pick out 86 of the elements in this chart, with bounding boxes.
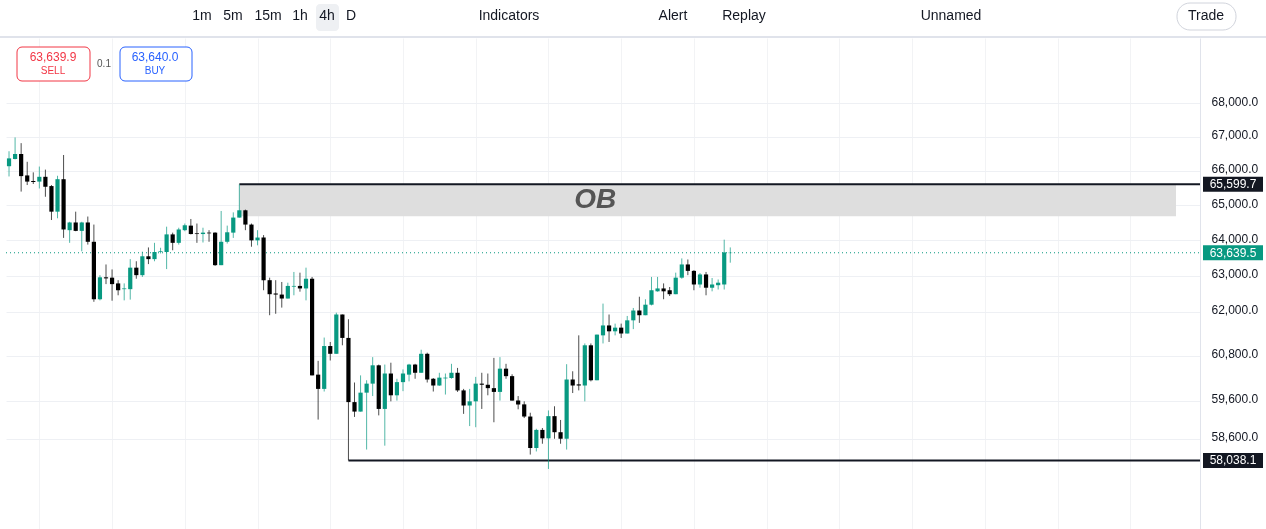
candlestick [164, 226, 169, 270]
candlestick [122, 282, 127, 301]
candlestick [679, 257, 684, 280]
candlestick [194, 223, 200, 244]
text: Indicators [478, 7, 540, 23]
text: Trade [1187, 7, 1225, 23]
y-tick-label: 65,000.0 [1211, 196, 1259, 211]
candlestick [188, 218, 193, 235]
candlestick [128, 258, 133, 301]
candlestick [606, 314, 612, 343]
candlestick [140, 251, 145, 278]
y-tick-label: 58,600.0 [1211, 430, 1259, 445]
candlestick [291, 271, 296, 296]
y-tick-label: 63,000.0 [1211, 267, 1259, 282]
ref-line-label: 63,639.5 [1209, 245, 1257, 260]
text: 4h [319, 7, 335, 23]
annotation: 63,640.0 [131, 50, 179, 64]
candlestick [328, 341, 333, 361]
candlestick [461, 388, 466, 415]
text: Replay [722, 7, 766, 23]
candlestick [6, 150, 12, 177]
candlestick [237, 183, 242, 219]
annotation: BUY [144, 65, 166, 76]
candlestick [534, 428, 539, 452]
candlestick [570, 370, 575, 394]
candlestick [473, 376, 478, 428]
candlestick [558, 419, 563, 445]
candlestick [352, 382, 357, 418]
candlestick [364, 379, 369, 451]
candlestick [25, 161, 30, 186]
candlestick [576, 334, 581, 391]
y-tick-label: 59,600.0 [1211, 392, 1259, 407]
y-tick-label: 67,000.0 [1211, 128, 1259, 143]
ref-line-label: 58,038.1 [1209, 453, 1257, 468]
candlestick [710, 277, 715, 292]
candlestick [358, 374, 363, 413]
candlestick [503, 363, 509, 380]
candlestick [79, 221, 84, 252]
candlestick [703, 271, 709, 296]
ref-line-label: 65,599.7 [1209, 177, 1257, 192]
candlestick [600, 303, 606, 344]
candlestick [631, 307, 636, 330]
candlestick [97, 274, 103, 301]
candlestick [231, 211, 236, 239]
candlestick [19, 142, 24, 193]
candlestick [413, 363, 418, 380]
candlestick [43, 169, 48, 198]
candlestick [31, 171, 36, 185]
text: Unnamed [920, 7, 982, 23]
candlestick [691, 269, 697, 291]
text: D [345, 7, 357, 23]
text: 5m [223, 7, 243, 23]
text: 15m [254, 7, 282, 23]
annotation: 0.1 [97, 58, 112, 69]
y-tick-label: 60,800.0 [1211, 347, 1259, 362]
candlestick [637, 296, 642, 324]
candlestick [370, 356, 375, 397]
candlestick [85, 216, 90, 246]
text: Alert [658, 7, 688, 23]
annotation: SELL [40, 65, 66, 76]
y-tick-label: 62,000.0 [1211, 303, 1259, 318]
candlestick [267, 277, 272, 316]
candlestick [279, 281, 284, 309]
candlestick [316, 360, 321, 421]
candlestick [419, 349, 424, 374]
candlestick [455, 367, 460, 393]
candlestick [37, 166, 42, 189]
band-label: OB [574, 183, 617, 215]
text: 1h [292, 7, 308, 23]
candlestick [546, 409, 551, 470]
candlestick [491, 357, 496, 423]
y-tick-label: 66,000.0 [1211, 162, 1259, 177]
candlestick [552, 405, 557, 440]
candlestick [340, 314, 345, 346]
candlestick [249, 223, 254, 248]
candlestick [116, 279, 121, 296]
candlestick [467, 388, 472, 427]
annotation: 63,639.9 [29, 50, 77, 64]
candlestick [685, 258, 690, 276]
y-tick-label: 64,000.0 [1211, 231, 1259, 246]
y-tick-label: 68,000.0 [1211, 94, 1259, 109]
candlestick [394, 378, 400, 402]
candlestick [497, 356, 503, 402]
candlestick [388, 362, 393, 402]
candlestick [273, 279, 278, 315]
text: 1m [192, 7, 212, 23]
